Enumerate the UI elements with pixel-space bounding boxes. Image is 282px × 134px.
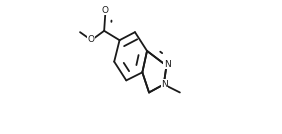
Text: O: O — [87, 35, 94, 44]
Text: N: N — [164, 60, 171, 69]
Text: N: N — [161, 80, 168, 89]
Text: O: O — [102, 5, 109, 15]
